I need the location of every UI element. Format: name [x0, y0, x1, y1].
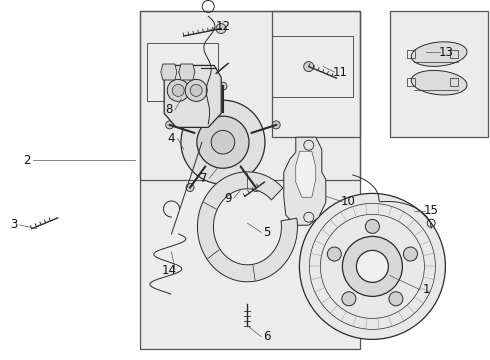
- Bar: [450, 78, 458, 86]
- Text: 1: 1: [422, 283, 430, 296]
- Circle shape: [197, 116, 249, 168]
- Bar: [407, 78, 415, 86]
- Circle shape: [343, 237, 402, 296]
- Bar: [140, 11, 360, 180]
- Text: 7: 7: [199, 172, 207, 185]
- Bar: [450, 50, 458, 58]
- Bar: [140, 11, 360, 349]
- Circle shape: [186, 184, 194, 192]
- Text: 9: 9: [224, 192, 232, 204]
- Circle shape: [304, 62, 314, 72]
- Circle shape: [166, 121, 173, 129]
- Text: 10: 10: [341, 195, 355, 208]
- Bar: [272, 11, 360, 137]
- Bar: [272, 36, 353, 97]
- Bar: [140, 11, 360, 180]
- Polygon shape: [179, 64, 195, 80]
- Circle shape: [216, 24, 226, 33]
- Bar: [140, 11, 360, 349]
- Polygon shape: [296, 151, 316, 197]
- Text: 14: 14: [162, 264, 176, 276]
- Circle shape: [172, 84, 184, 96]
- Circle shape: [327, 247, 342, 261]
- Circle shape: [252, 184, 260, 192]
- Bar: [407, 50, 415, 58]
- Polygon shape: [411, 42, 467, 66]
- Text: 13: 13: [439, 46, 453, 59]
- Bar: [390, 11, 488, 137]
- Polygon shape: [197, 172, 297, 282]
- Circle shape: [181, 100, 265, 184]
- Circle shape: [342, 292, 356, 306]
- Circle shape: [403, 247, 417, 261]
- Polygon shape: [284, 137, 326, 225]
- Circle shape: [190, 84, 202, 96]
- Bar: [390, 11, 488, 137]
- Text: 2: 2: [23, 154, 31, 167]
- Bar: [272, 11, 360, 137]
- Circle shape: [219, 82, 227, 90]
- Text: 15: 15: [424, 204, 439, 217]
- Circle shape: [366, 219, 379, 233]
- Text: 5: 5: [263, 226, 271, 239]
- Text: 8: 8: [165, 103, 173, 116]
- Circle shape: [389, 292, 403, 306]
- Text: 12: 12: [216, 21, 230, 33]
- Polygon shape: [411, 71, 467, 95]
- Polygon shape: [161, 64, 177, 80]
- Circle shape: [299, 193, 445, 339]
- Text: 3: 3: [10, 219, 18, 231]
- Circle shape: [167, 80, 189, 102]
- Text: 6: 6: [263, 330, 271, 343]
- Circle shape: [185, 80, 207, 102]
- Circle shape: [272, 121, 280, 129]
- Circle shape: [211, 130, 235, 154]
- Bar: [147, 43, 218, 101]
- Polygon shape: [164, 66, 221, 127]
- Text: 4: 4: [168, 132, 175, 145]
- Text: 11: 11: [333, 66, 348, 78]
- Circle shape: [356, 251, 389, 282]
